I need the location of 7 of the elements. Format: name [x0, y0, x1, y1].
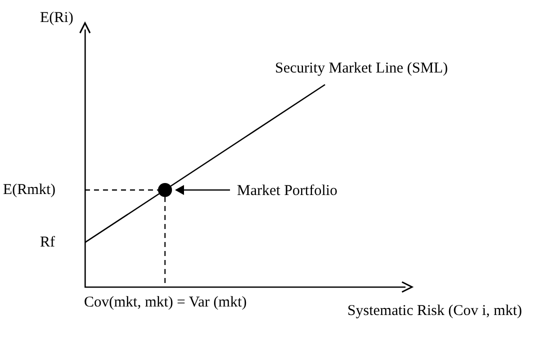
y-axis-title: E(Ri)	[40, 10, 74, 26]
annotation: Market Portfolio	[237, 182, 338, 199]
text: E(Rmkt)	[3, 182, 56, 198]
x-axis-title: Systematic Risk (Cov i, mkt)	[347, 302, 522, 319]
text: Security Market Line (SML)	[275, 60, 448, 77]
text: Cov(mkt, mkt) = Var (mkt)	[84, 294, 247, 310]
text: Rf	[40, 234, 56, 250]
